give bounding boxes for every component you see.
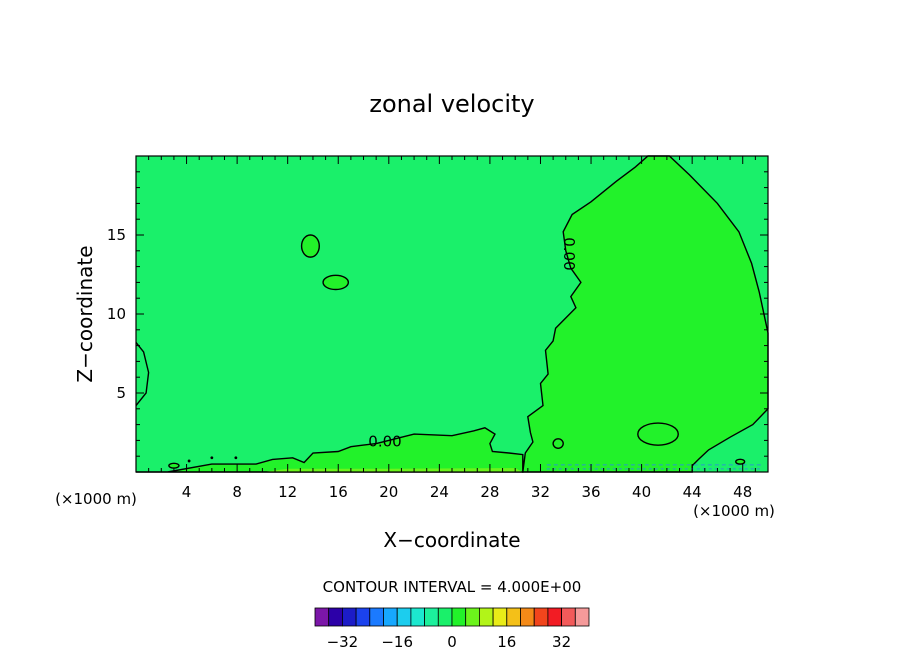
x-tick-label: 12 [278, 483, 297, 501]
small-contour-dot [210, 456, 214, 460]
surface-band [262, 468, 523, 472]
colorbar-swatch [533, 607, 549, 627]
colorbar-swatch [341, 607, 357, 627]
colorbar-swatch [328, 607, 343, 627]
colorbar-swatch [410, 607, 425, 627]
y-axis: 5 10 15 [107, 155, 768, 473]
colorbar-tick-label: −16 [381, 633, 413, 651]
colorbar-swatch [478, 607, 494, 627]
x-tick-label: 44 [683, 483, 702, 501]
closed-contour-cell [735, 458, 746, 465]
colorbar-swatch [465, 607, 480, 627]
contour-label: 0.00 [368, 432, 401, 450]
contour-interval-text: CONTOUR INTERVAL = 4.000E+00 [323, 578, 582, 596]
contour-label: 0.00 [560, 237, 578, 270]
colorbar-swatch [424, 607, 439, 627]
colorbar-swatch [314, 607, 330, 627]
plot-area: 0.00 0.00 [135, 155, 769, 473]
colorbar-tick-label: 32 [552, 633, 571, 651]
small-contour-dot [187, 459, 191, 463]
colorbar-tick-label: 0 [447, 633, 457, 651]
x-tick-label: 32 [531, 483, 550, 501]
closed-contour-cell [552, 438, 564, 450]
colorbar-swatch [547, 607, 563, 627]
colorbar-swatch [383, 607, 398, 627]
y-axis-label: Z−coordinate [73, 245, 97, 382]
x-unit-left: (×1000 m) [55, 490, 137, 508]
chart-title: zonal velocity [369, 90, 534, 118]
x-tick-label: 36 [581, 483, 600, 501]
colorbar-swatch [561, 607, 576, 627]
left-boundary-contour [135, 341, 150, 407]
positive-region-contour [522, 155, 769, 473]
x-tick-label: 4 [182, 483, 192, 501]
colorbar-swatch [396, 607, 412, 627]
x-tick-label: 8 [232, 483, 242, 501]
colorbar-tick-label: 16 [497, 633, 516, 651]
colorbar-swatch [437, 607, 453, 627]
x-tick-label: 40 [632, 483, 651, 501]
colorbar-swatch [492, 607, 508, 627]
colorbar-tick-label: −32 [327, 633, 359, 651]
closed-contour-cell [637, 422, 679, 446]
colorbar: −32 −16 0 16 32 [314, 607, 590, 651]
small-contour-dot [234, 456, 238, 460]
colorbar-swatch [369, 607, 384, 627]
surface-layer-contour [136, 427, 524, 473]
colorbar-swatch [574, 607, 590, 627]
x-axis: 4 8 12 16 20 24 28 32 36 40 44 48 [135, 156, 769, 501]
colorbar-swatch [506, 607, 521, 627]
colorbar-swatch [520, 607, 535, 627]
closed-contour-cell [300, 234, 320, 258]
x-tick-label: 28 [480, 483, 499, 501]
closed-contour-cell [168, 462, 180, 469]
x-tick-label: 48 [733, 483, 752, 501]
colorbar-swatch [355, 607, 371, 627]
x-tick-label: 20 [379, 483, 398, 501]
y-tick-label: 15 [107, 226, 126, 244]
closed-contour-cell [322, 274, 350, 291]
x-axis-label: X−coordinate [383, 528, 520, 552]
y-tick-label: 10 [107, 305, 126, 323]
y-tick-label: 5 [116, 384, 126, 402]
colorbar-swatch [451, 607, 467, 627]
x-tick-label: 16 [329, 483, 348, 501]
x-unit-right: (×1000 m) [693, 502, 775, 520]
x-tick-label: 24 [430, 483, 449, 501]
